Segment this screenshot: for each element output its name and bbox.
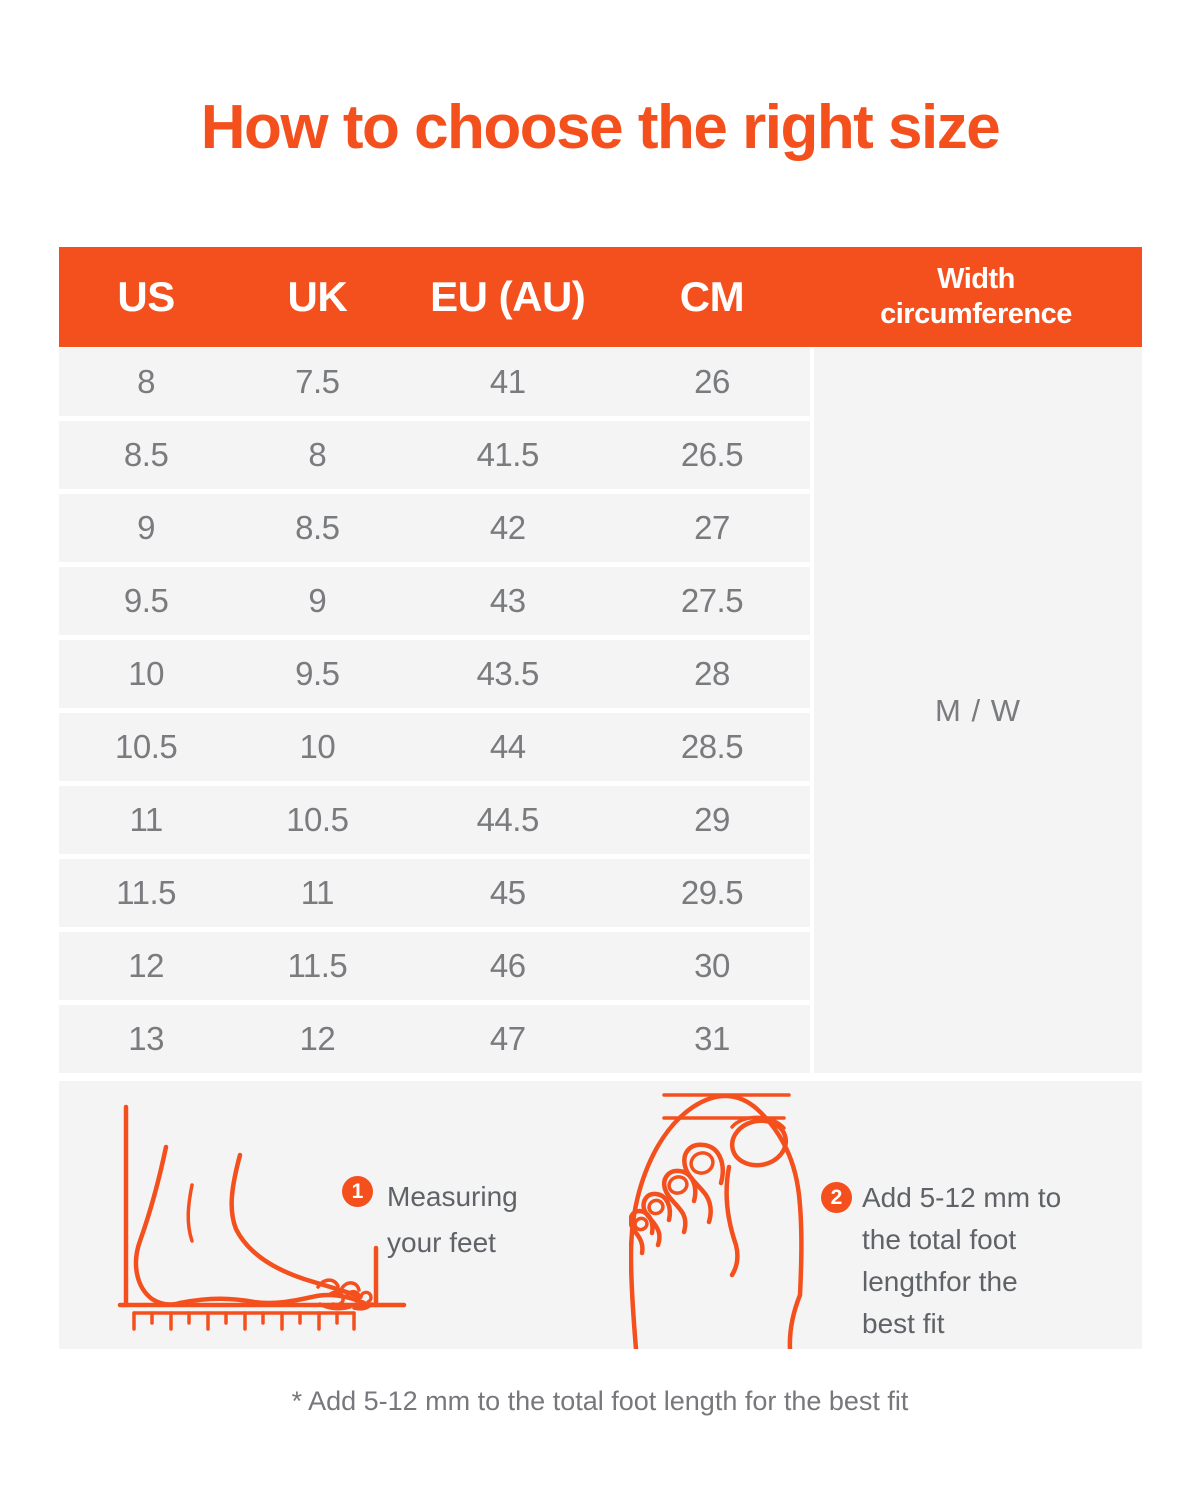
table-row: 10 9.5 43.5 28 [59,640,810,708]
table-cell: 10.5 [286,801,349,838]
table-cell: 44.5 [476,801,540,838]
table-cell: 44 [489,728,526,765]
page-title: How to choose the right size [200,93,1001,162]
size-chart-table: US UK EU (AU) CM Width circumference 8 7.… [59,247,1142,1073]
table-cell: 26.5 [680,436,744,473]
table-cell: 10 [128,655,164,692]
column-header-uk: UK [287,273,348,320]
table-cell: 26 [694,363,730,400]
table-cell: 8.5 [295,509,340,546]
table-row: 11 10.5 44.5 29 [59,786,810,854]
size-rows: 8 7.5 41 26 8.5 8 41.5 26.5 9 8.5 42 27 9.5 9 43 27.5 10… [59,348,810,1073]
caption-line: best fit [862,1308,945,1339]
caption-line: lengthfor the [862,1266,1018,1297]
table-row: 8 7.5 41 26 [59,348,810,416]
table-cell: 29.5 [680,874,744,911]
table-row: 13 12 47 31 [59,1005,810,1073]
table-row: 9 8.5 42 27 [59,494,810,562]
table-header-left: US UK EU (AU) CM [59,247,810,347]
table-cell: 9 [308,582,327,619]
table-row: 12 11.5 46 30 [59,932,810,1000]
table-row: 8.5 8 41.5 26.5 [59,421,810,489]
caption-line: the total foot [862,1224,1017,1255]
table-cell: 42 [489,509,526,546]
step-1-caption: Measuring your feet [387,1174,518,1266]
table-row: 11.5 11 45 29.5 [59,859,810,927]
table-cell: 47 [489,1020,526,1057]
measuring-guide-section: 1 Measuring your feet 2 Add 5-12 mm to t… [59,1081,1142,1349]
column-header-us: US [117,273,175,320]
table-cell: 8.5 [123,436,169,473]
table-cell: 11 [300,874,335,911]
foot-top-view-icon [629,1093,804,1349]
caption-line: Measuring [387,1181,518,1212]
table-row: 9.5 9 43 27.5 [59,567,810,635]
table-cell: 29 [694,801,730,838]
table-cell: 28 [694,655,730,692]
table-cell: 11.5 [287,947,348,984]
table-cell: 7.5 [295,363,340,400]
table-cell: 45 [489,874,526,911]
caption-line: Add 5-12 mm to [862,1182,1062,1213]
table-cell: 41 [489,363,526,400]
foot-side-measure-icon [117,1104,407,1331]
table-cell: 11 [129,801,163,838]
table-cell: 27 [694,509,730,546]
width-circumference-value: M / W [935,692,1021,728]
step-2-caption: Add 5-12 mm to the total foot lengthfor … [862,1177,1061,1345]
table-cell: 31 [694,1020,730,1057]
table-cell: 46 [489,947,526,984]
step-1-badge: 1 [342,1176,373,1207]
caption-line: your feet [387,1227,496,1258]
table-cell: 30 [694,947,730,984]
table-body: 8 7.5 41 26 8.5 8 41.5 26.5 9 8.5 42 27 9.5 9 43 27.5 10… [59,348,1142,1073]
table-cell: 9.5 [295,655,340,692]
table-cell: 28.5 [680,728,744,765]
table-cell: 9.5 [123,582,169,619]
table-cell: 27.5 [680,582,744,619]
column-header-cm: CM [679,273,745,320]
width-circumference-cell: M / W [814,348,1142,1073]
table-cell: 10 [299,728,336,765]
table-cell: 11.5 [116,874,176,911]
table-cell: 13 [128,1020,164,1057]
table-cell: 12 [128,947,164,984]
table-header-row: US UK EU (AU) CM Width circumference [59,247,1142,347]
table-cell: 43.5 [476,655,540,692]
footnote: * Add 5-12 mm to the total foot length f… [291,1386,909,1416]
table-cell: 8 [137,363,156,400]
table-cell: 10.5 [114,728,178,765]
column-header-eu-au: EU (AU) [430,273,586,320]
table-cell: 8 [308,436,327,473]
table-cell: 12 [299,1020,336,1057]
step-2-badge: 2 [821,1182,852,1213]
table-row: 10.5 10 44 28.5 [59,713,810,781]
column-header-width-label: Width circumference [880,263,1072,330]
table-cell: 43 [489,582,526,619]
table-cell: 41.5 [476,436,540,473]
table-cell: 9 [137,509,156,546]
column-header-width-circumference: Width circumference [810,247,1142,347]
